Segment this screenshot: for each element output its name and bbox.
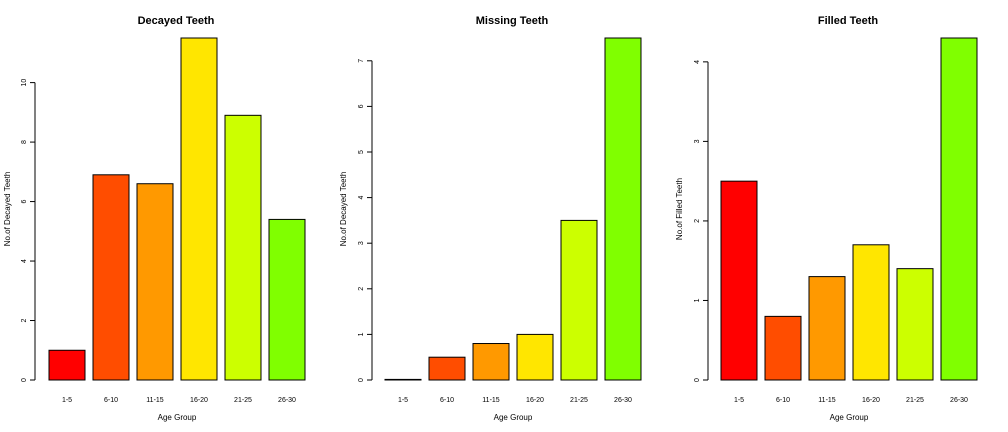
y-axis-label: No.of Decayed Teeth [339, 172, 348, 247]
bar-26-30 [268, 218, 306, 381]
x-tick-label: 21-25 [906, 397, 924, 404]
y-tick-label: 8 [21, 140, 28, 144]
x-tick-label: 6-10 [776, 397, 790, 404]
chart-panel-3: Filled Teeth 1-5 6-10 11-15 16-20 21-25 26-30 0… [675, 15, 978, 422]
y-tick-label: 3 [694, 139, 701, 143]
y-axis-label: No.of Filled Teeth [675, 178, 684, 240]
bar-26-30 [604, 37, 642, 381]
x-tick-label: 26-30 [950, 397, 968, 404]
bar-6-10 [92, 174, 130, 381]
x-tick-label: 11-15 [482, 397, 499, 404]
bar-26-30 [940, 37, 978, 381]
chart-panel-1: Decayed Teeth 1-5 6-10 11-15 16-20 21-25 26-30… [3, 15, 306, 422]
x-tick-label: 21-25 [570, 397, 588, 404]
bar-16-20 [852, 244, 890, 381]
y-tick-label: 0 [358, 378, 365, 382]
bar-21-25 [560, 219, 598, 381]
x-tick-label: 11-15 [146, 397, 163, 404]
x-tick-label: 1-5 [398, 397, 408, 404]
y-axis-label: No.of Decayed Teeth [3, 172, 12, 247]
bar-6-10 [764, 315, 802, 381]
y-tick-label: 2 [358, 287, 365, 291]
y-tick-label: 0 [694, 378, 701, 382]
chart-title: Filled Teeth [818, 15, 879, 27]
x-tick-label: 1-5 [62, 397, 72, 404]
x-axis-label: Age Group [494, 413, 533, 422]
x-tick-label: 26-30 [614, 397, 632, 404]
x-tick-label: 11-15 [818, 397, 835, 404]
x-tick-label: 26-30 [278, 397, 296, 404]
bar-1-5 [48, 349, 86, 381]
x-axis-label: Age Group [158, 413, 197, 422]
bar-1-5 [720, 180, 758, 381]
y-tick-label: 0 [21, 378, 28, 382]
y-tick-label: 2 [694, 219, 701, 223]
x-tick-label: 16-20 [862, 397, 880, 404]
y-tick-label: 6 [21, 200, 28, 204]
y-tick-label: 4 [358, 196, 365, 200]
y-tick-label: 2 [21, 318, 28, 322]
chart-title: Decayed Teeth [138, 15, 215, 27]
x-tick-label: 16-20 [526, 397, 544, 404]
y-tick-label: 6 [358, 104, 365, 108]
bar-21-25 [896, 268, 934, 381]
x-tick-label: 16-20 [190, 397, 208, 404]
bar-6-10 [428, 356, 466, 381]
x-tick-label: 6-10 [440, 397, 454, 404]
bar-11-15 [472, 343, 510, 381]
bar-21-25 [224, 114, 262, 381]
bar-11-15 [808, 276, 846, 381]
bar-16-20 [180, 37, 218, 381]
y-tick-label: 10 [21, 79, 28, 87]
y-tick-label: 3 [358, 241, 365, 245]
x-axis-label: Age Group [830, 413, 869, 422]
y-tick-label: 4 [694, 60, 701, 64]
chart-title: Missing Teeth [476, 15, 549, 27]
x-tick-label: 1-5 [734, 397, 744, 404]
y-tick-label: 1 [694, 298, 701, 302]
y-tick-label: 5 [358, 150, 365, 154]
bar-1-5 [384, 378, 422, 381]
y-tick-label: 4 [21, 259, 28, 263]
y-tick-label: 7 [358, 59, 365, 63]
chart-panel-2: Missing Teeth 1-5 6-10 11-15 16-20 21-25 26-30… [339, 15, 642, 422]
bar-16-20 [516, 333, 554, 381]
bar-11-15 [136, 183, 174, 381]
x-tick-label: 6-10 [104, 397, 118, 404]
x-tick-label: 21-25 [234, 397, 252, 404]
y-tick-label: 1 [358, 332, 365, 336]
